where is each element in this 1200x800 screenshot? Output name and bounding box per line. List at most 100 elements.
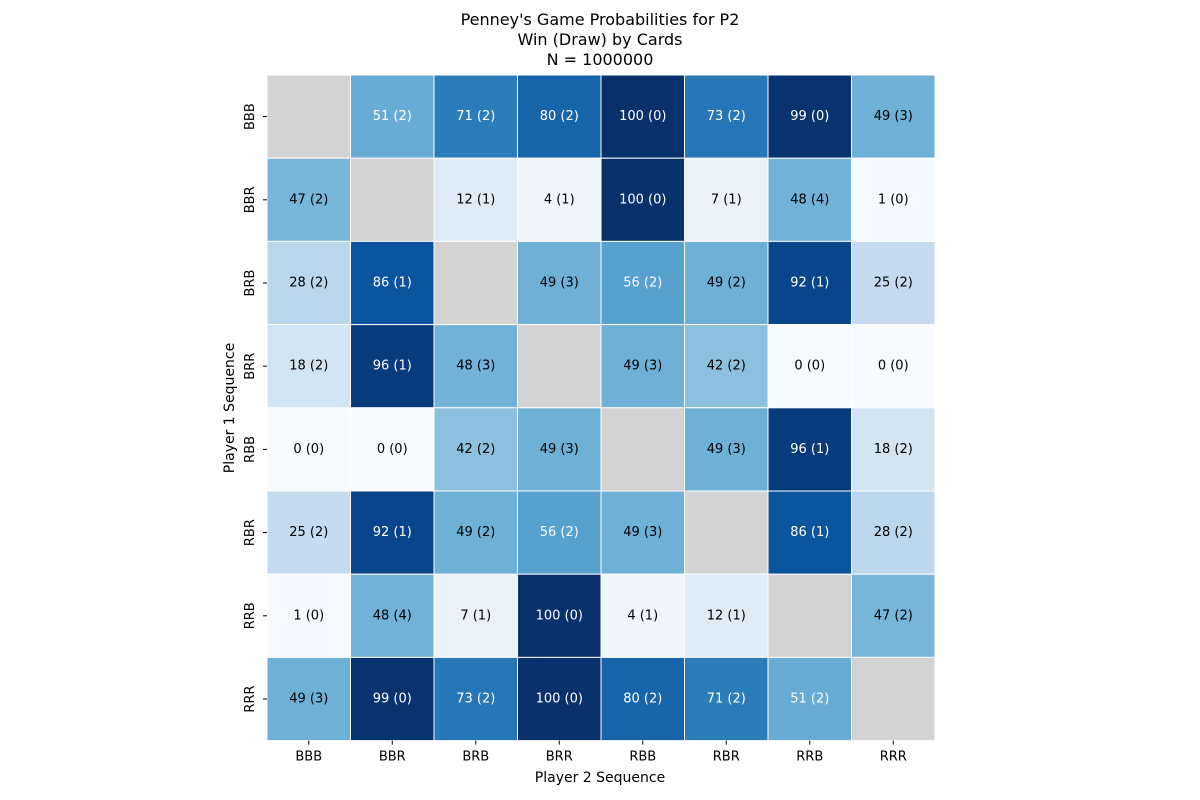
heatmap-cell-brb-brr [517,240,602,326]
x-tick-label: RBB [629,750,656,765]
heatmap-cell-rrr-rrb [767,656,852,742]
chart-title-line-2: Win (Draw) by Cards [518,30,683,49]
cell-value-label: 49 (3) [623,359,662,374]
y-tick-label: RBR [243,519,258,546]
heatmap-cell-bbb-rrb [767,74,852,159]
x-axis-label: Player 2 Sequence [535,770,665,786]
cell-value-label: 48 (4) [373,608,412,623]
cell-value-label: 42 (2) [456,442,495,457]
heatmap-cell-brr-brr [517,324,602,409]
cell-value-label: 56 (2) [623,276,662,291]
x-axis: BBB BBR BRB BRR RBB RBR RRB RRR [295,740,907,765]
y-axis: BBB BBR BRB BRR RBB RBR RRB RRR [243,103,267,713]
cell-value-label: 28 (2) [289,276,328,291]
heatmap-cell-brb-brb [433,240,518,326]
cell-value-label: 49 (2) [456,525,495,540]
cell-value-label: 0 (0) [878,359,909,374]
cell-value-label: 49 (3) [874,109,913,124]
cell-value-label: 100 (0) [536,608,583,623]
cell-value-label: 0 (0) [377,442,408,457]
heatmap-cell-rbb-rbb [600,407,685,492]
heatmap-cell-rrr-bbr [350,656,435,742]
x-tick-label: RBR [713,750,740,765]
cell-value-label: 48 (4) [790,192,829,207]
heatmap-cell-rbr-rbb [600,490,685,575]
heatmap-cell-rbb-brb [433,407,518,492]
y-tick-label: RRR [243,685,258,712]
heatmap-cell-rbr-brr [517,490,602,575]
cell-value-label: 96 (1) [373,359,412,374]
cell-value-label: 25 (2) [874,276,913,291]
heatmap-cell-rbb-rrr [851,407,936,492]
cell-value-label: 96 (1) [790,442,829,457]
cell-value-label: 49 (3) [540,442,579,457]
heatmap-cell-bbb-brb [433,74,518,159]
heatmap-cell-bbr-rrr [851,157,936,242]
y-tick-label: RBB [243,436,258,463]
y-tick-label: BRB [243,270,258,297]
cell-value-label: 71 (2) [707,692,746,707]
heatmap-cell-brb-rrb [767,240,852,326]
cell-value-label: 51 (2) [373,109,412,124]
heatmap-cell-bbb-rbr [684,74,769,159]
heatmap-cell-bbr-rbr [684,157,769,242]
cell-value-label: 12 (1) [456,192,495,207]
cell-value-label: 92 (1) [373,525,412,540]
heatmap-cell-bbb-rbb [600,74,685,159]
heatmap-cell-labels: 51 (2) 71 (2) 80 (2) 100 (0) 73 (2) 99 (0) 49 … [289,109,913,706]
heatmap-cell-rrb-rbb [600,573,685,658]
y-tick-label: BBR [243,186,258,213]
heatmap-cell-brb-rbb [600,240,685,326]
cell-value-label: 47 (2) [289,192,328,207]
heatmap-cell-rrr-bbb [266,656,351,742]
cell-value-label: 18 (2) [874,442,913,457]
cell-value-label: 4 (1) [627,608,658,623]
heatmap-cell-rrb-brr [517,573,602,658]
cell-value-label: 100 (0) [619,192,666,207]
heatmap-cell-brr-rrr [851,324,936,409]
heatmap-cell-brr-bbb [266,324,351,409]
heatmap-cell-bbb-bbb [266,74,351,159]
heatmap-cell-rrb-brb [433,573,518,658]
cell-value-label: 86 (1) [373,276,412,291]
cell-value-label: 92 (1) [790,276,829,291]
cell-value-label: 99 (0) [373,692,412,707]
heatmap-cell-rrb-rrr [851,573,936,658]
cell-value-label: 80 (2) [623,692,662,707]
cell-value-label: 18 (2) [289,359,328,374]
heatmap-cell-rrb-rrb [767,573,852,658]
cell-value-label: 48 (3) [456,359,495,374]
cell-value-label: 12 (1) [707,608,746,623]
cell-value-label: 49 (3) [707,442,746,457]
chart-title-line-1: Penney's Game Probabilities for P2 [461,10,740,29]
cell-value-label: 49 (3) [623,525,662,540]
heatmap-cell-brb-bbr [350,240,435,326]
x-tick-label: BRR [546,750,573,765]
cell-value-label: 7 (1) [711,192,742,207]
y-tick-label: BRR [243,353,258,380]
chart-title-line-3: N = 1000000 [547,50,654,69]
x-tick-label: BBR [379,750,406,765]
cell-value-label: 42 (2) [707,359,746,374]
x-tick-label: RRB [796,750,823,765]
cell-value-label: 0 (0) [293,442,324,457]
x-tick-label: BBB [295,750,322,765]
cell-value-label: 86 (1) [790,525,829,540]
cell-value-label: 49 (3) [289,692,328,707]
heatmap-cells [266,74,936,742]
heatmap-cell-rrb-rbr [684,573,769,658]
heatmap-cell-brb-rbr [684,240,769,326]
heatmap-cell-rrr-rrr [851,656,936,742]
heatmap-cell-rrr-rbb [600,656,685,742]
cell-value-label: 4 (1) [544,192,575,207]
heatmap-cell-rbr-rrr [851,490,936,575]
heatmap-cell-rbr-bbb [266,490,351,575]
cell-value-label: 73 (2) [456,692,495,707]
chart-title: Penney's Game Probabilities for P2 Win (… [461,10,740,69]
x-tick-label: BRB [462,750,489,765]
cell-value-label: 100 (0) [536,692,583,707]
cell-value-label: 80 (2) [540,109,579,124]
y-axis-label: Player 1 Sequence [222,343,238,473]
heatmap-cell-bbr-bbr [350,157,435,242]
cell-value-label: 0 (0) [794,359,825,374]
